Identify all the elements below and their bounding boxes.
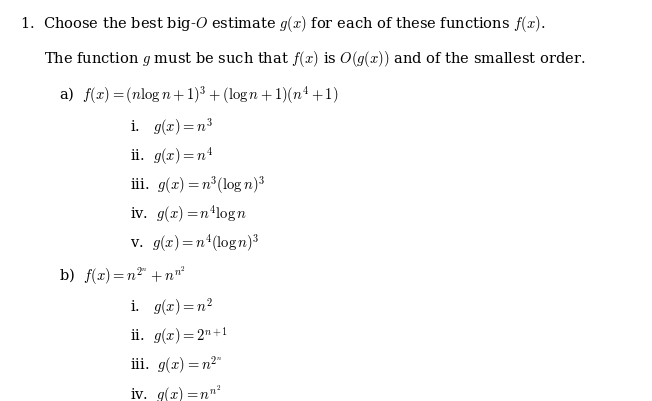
Text: i.   $g(x) = n^3$: i. $g(x) = n^3$ <box>130 116 213 138</box>
Text: i.   $g(x) = n^2$: i. $g(x) = n^2$ <box>130 296 213 317</box>
Text: ii.  $g(x) = 2^{n+1}$: ii. $g(x) = 2^{n+1}$ <box>130 324 229 346</box>
Text: iii.  $g(x) = n^{2^n}$: iii. $g(x) = n^{2^n}$ <box>130 353 223 375</box>
Text: iii.  $g(x) = n^3(\log n)^3$: iii. $g(x) = n^3(\log n)^3$ <box>130 174 265 196</box>
Text: 1.  Choose the best big-$O$ estimate $g(x)$ for each of these functions $f(x)$.: 1. Choose the best big-$O$ estimate $g(x… <box>20 14 545 34</box>
Text: ii.  $g(x) = n^4$: ii. $g(x) = n^4$ <box>130 145 213 167</box>
Text: iv.  $g(x) = n^{n^2}$: iv. $g(x) = n^{n^2}$ <box>130 382 222 401</box>
Text: The function $g$ must be such that $f(x)$ is $O(g(x))$ and of the smallest order: The function $g$ must be such that $f(x)… <box>44 49 585 69</box>
Text: b)  $f(x) = n^{2^n} + n^{n^2}$: b) $f(x) = n^{2^n} + n^{n^2}$ <box>59 263 186 286</box>
Text: iv.  $g(x) = n^4\log n$: iv. $g(x) = n^4\log n$ <box>130 203 247 225</box>
Text: v.  $g(x) = n^4(\log n)^3$: v. $g(x) = n^4(\log n)^3$ <box>130 232 259 253</box>
Text: a)  $f(x) = (n\log n + 1)^3 + (\log n + 1)(n^4 + 1)$: a) $f(x) = (n\log n + 1)^3 + (\log n + 1… <box>59 84 338 106</box>
